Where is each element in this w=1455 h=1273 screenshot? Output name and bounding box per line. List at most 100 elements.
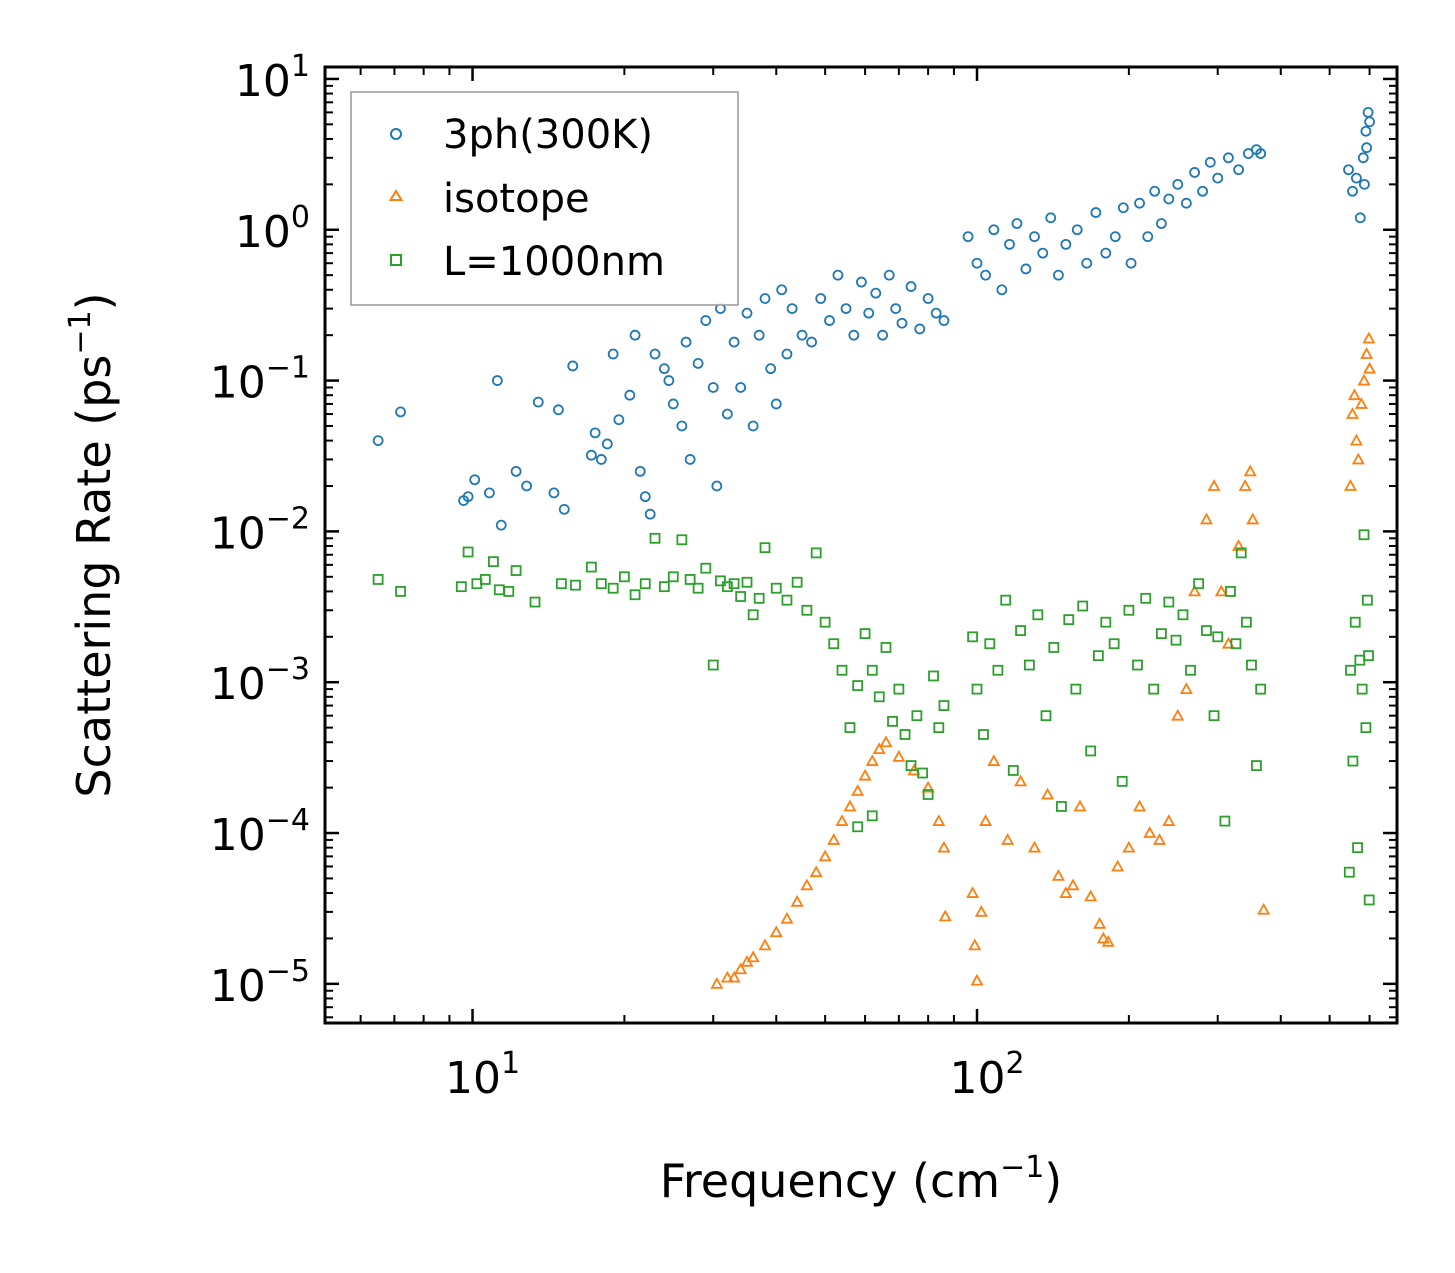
data-point (1111, 859, 1125, 872)
data-point (970, 973, 984, 986)
data-point (680, 336, 692, 348)
data-point (649, 532, 661, 544)
data-point (1056, 801, 1067, 812)
data-point (1084, 889, 1098, 902)
data-point (658, 363, 670, 375)
data-point (1363, 650, 1374, 662)
data-point (1096, 931, 1110, 944)
data-point (971, 683, 983, 695)
data-point (858, 768, 872, 781)
data-point (1354, 397, 1368, 409)
data-point (510, 565, 522, 576)
data-point (971, 257, 983, 269)
x-tick-labels: 101 102 (445, 1046, 1025, 1104)
data-point (1349, 433, 1363, 446)
data-point (1235, 547, 1247, 559)
data-point (796, 329, 808, 341)
data-point (806, 336, 817, 348)
x-axis-label: Frequency (cm−1) (660, 1150, 1063, 1208)
data-point (1014, 774, 1028, 787)
data-point (987, 754, 1001, 766)
data-point (866, 810, 878, 822)
legend-label-3ph: 3ph(300K) (443, 112, 653, 158)
legend-item-3ph: 3ph(300K) (390, 112, 653, 158)
data-point (753, 329, 765, 341)
data-point (937, 840, 951, 853)
data-point (595, 454, 607, 465)
data-point (851, 784, 865, 796)
data-point (684, 574, 696, 585)
data-point (865, 754, 879, 766)
data-point (747, 609, 759, 621)
data-point (710, 976, 724, 989)
data-point (667, 571, 679, 583)
data-point (1223, 152, 1234, 164)
y-tick-label: 101 (235, 49, 310, 107)
data-point (555, 578, 567, 590)
data-point (1155, 628, 1167, 640)
data-point (966, 886, 980, 898)
data-point (843, 799, 857, 812)
data-point (974, 905, 988, 917)
data-point (607, 348, 619, 360)
data-point (933, 722, 945, 734)
data-point (624, 389, 636, 401)
legend-marker-triangle (388, 189, 404, 201)
data-point (488, 556, 499, 568)
data-point (1015, 625, 1026, 636)
data-point (1238, 479, 1252, 491)
data-point (1347, 388, 1361, 401)
data-point (786, 303, 798, 315)
data-point (585, 561, 597, 573)
data-point (479, 574, 491, 585)
data-point (495, 519, 507, 531)
data-point (899, 729, 911, 740)
y-tick-label: 100 (235, 200, 310, 258)
data-point (746, 950, 760, 963)
data-point (727, 970, 741, 983)
data-point (1189, 167, 1201, 178)
data-point (1343, 866, 1355, 878)
data-point (553, 404, 564, 416)
data-point (801, 604, 813, 616)
data-point (759, 293, 771, 304)
data-point (1214, 584, 1228, 597)
data-point (753, 592, 765, 604)
data-point (1354, 654, 1366, 666)
data-point (639, 491, 651, 503)
data-point (818, 849, 832, 862)
data-point (852, 680, 864, 691)
data-point (1077, 600, 1089, 612)
data-point (1122, 840, 1136, 853)
data-point (1354, 212, 1366, 224)
data-point (707, 382, 719, 393)
data-point (1363, 361, 1377, 374)
data-point (852, 821, 864, 833)
data-point (780, 911, 794, 924)
data-point (1185, 664, 1196, 676)
data-point (1004, 238, 1015, 250)
data-point (1188, 584, 1202, 597)
data-point (905, 281, 917, 292)
data-point (1155, 218, 1167, 229)
data-point (815, 293, 827, 304)
y-tick-label: 10−4 (210, 803, 310, 861)
data-point (1208, 710, 1220, 722)
data-point (968, 938, 982, 951)
data-point (658, 581, 670, 593)
data-point (848, 329, 860, 341)
data-point (491, 375, 503, 386)
data-point (532, 396, 544, 408)
data-point (790, 894, 804, 907)
data-point (595, 578, 607, 590)
data-point (873, 691, 885, 703)
data-point (1197, 185, 1208, 197)
data-point (589, 427, 601, 439)
data-point (735, 382, 747, 393)
data-point (1364, 116, 1375, 128)
data-point (667, 398, 679, 410)
data-point (1142, 231, 1154, 243)
data-point (1092, 650, 1104, 662)
data-point (1257, 902, 1271, 915)
data-point (1085, 745, 1097, 757)
